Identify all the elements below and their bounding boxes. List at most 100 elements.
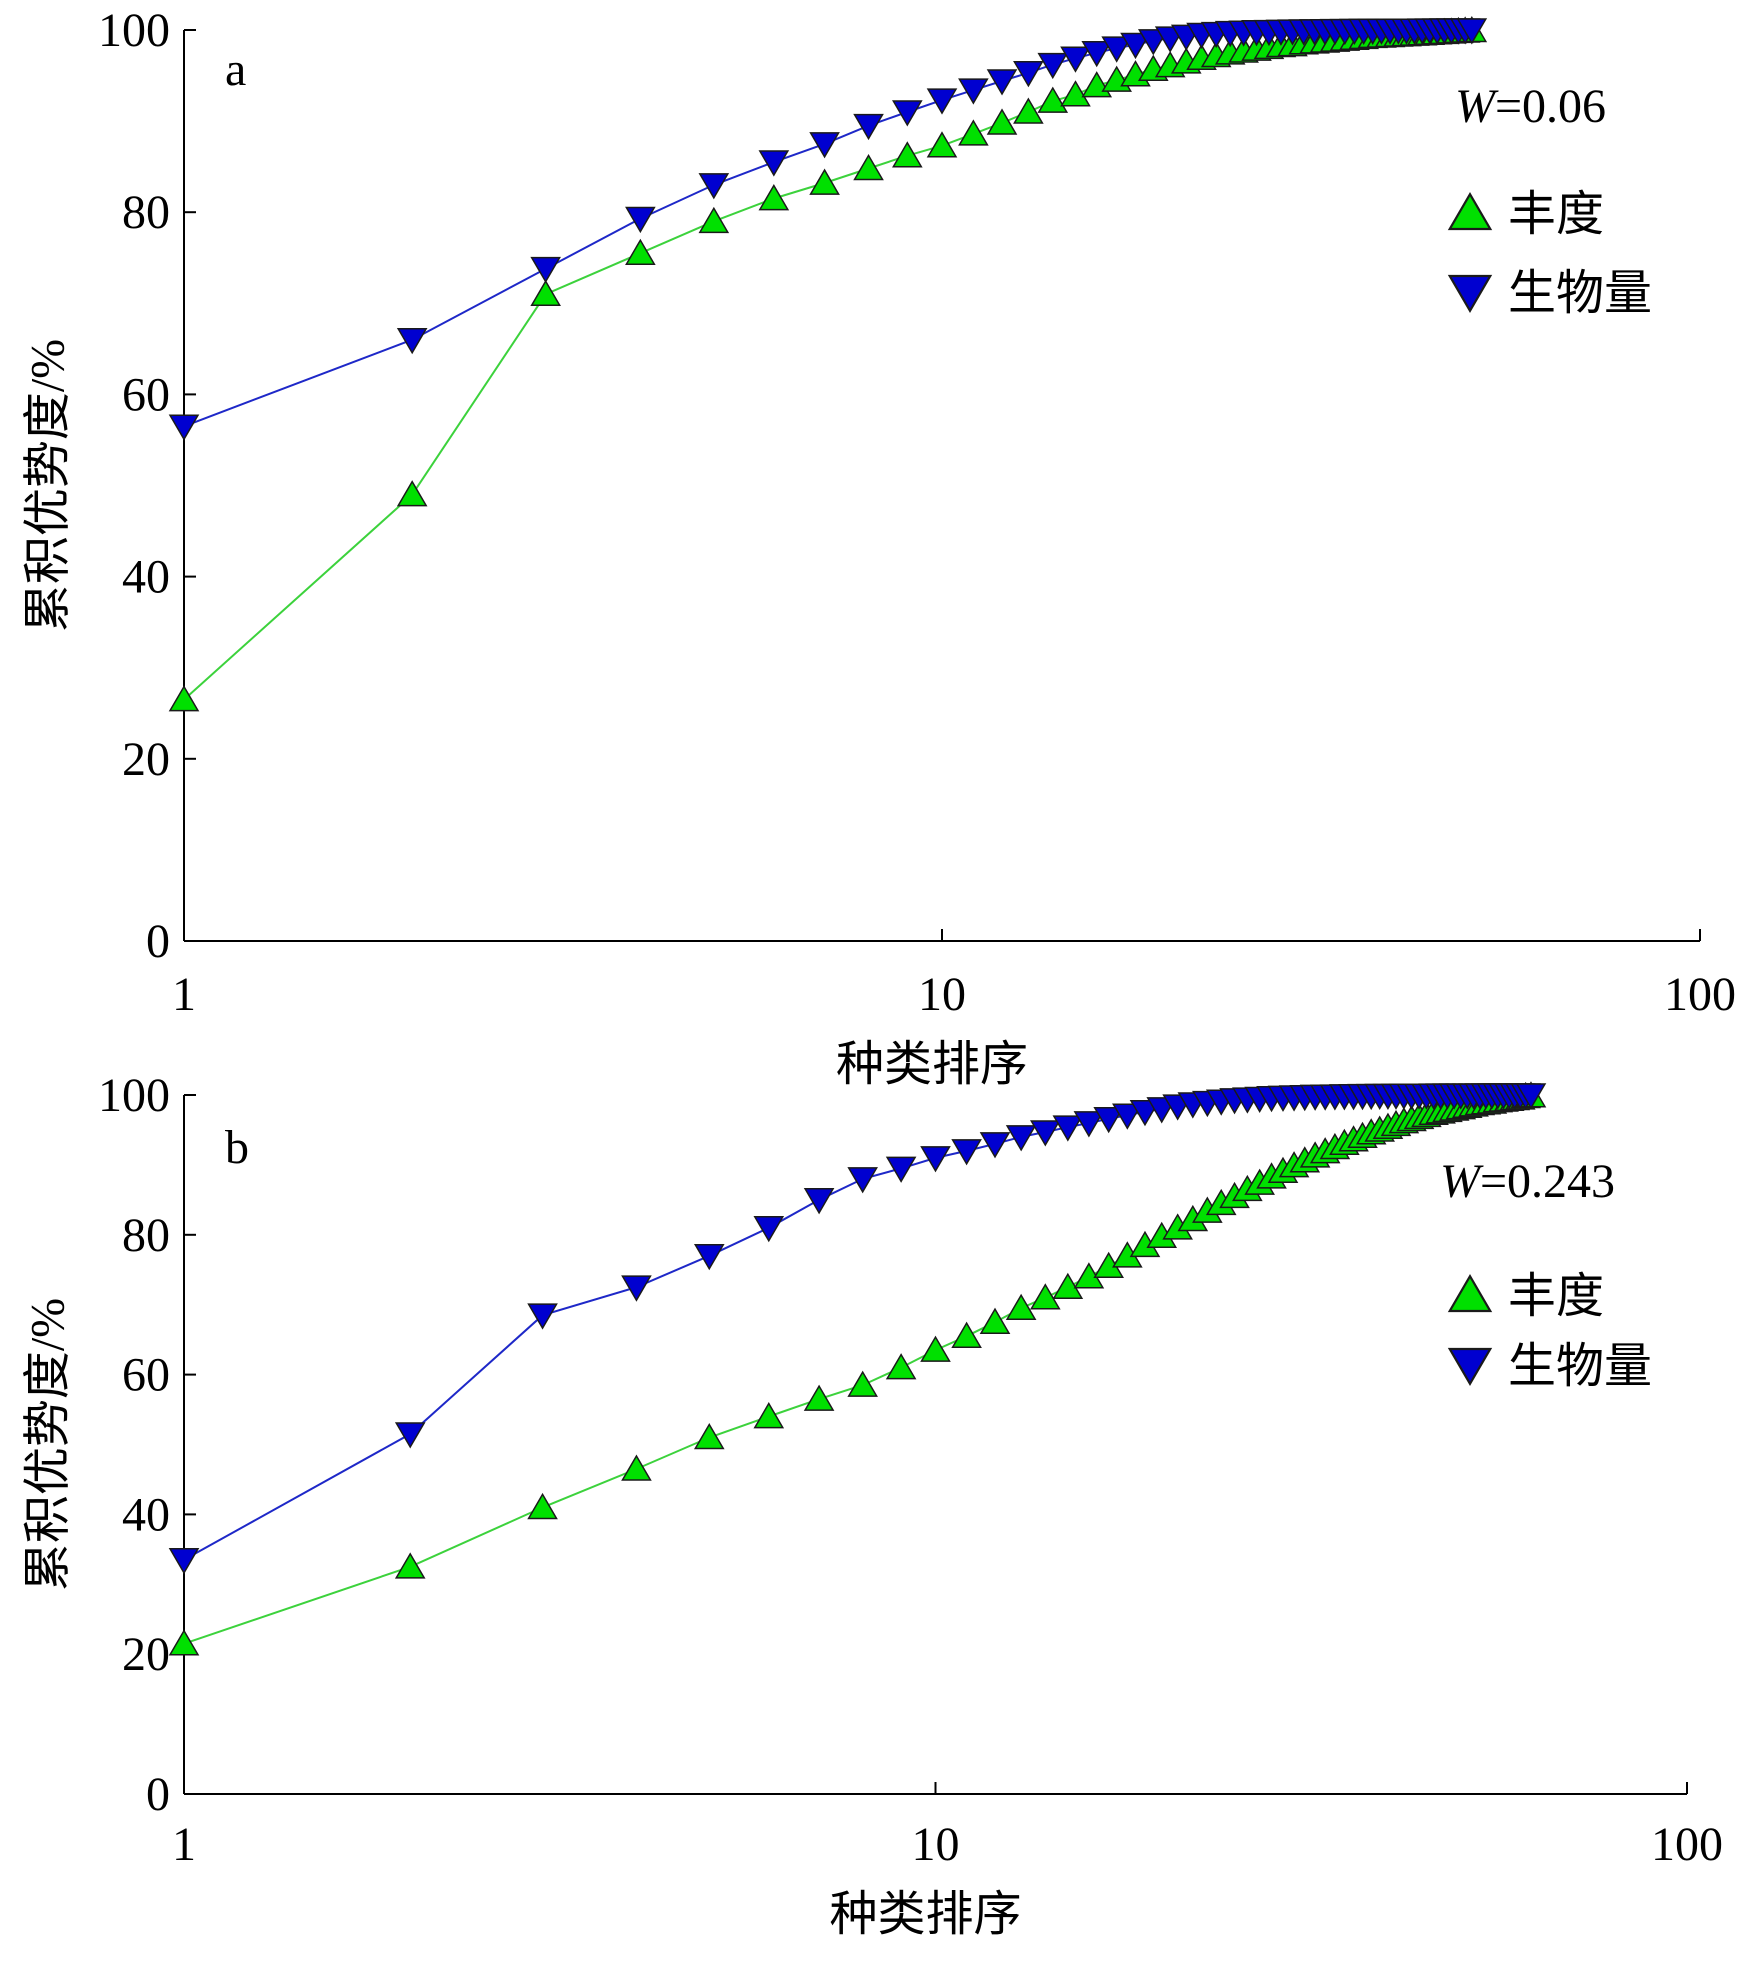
x-tick-label: 100 [1651,1818,1723,1871]
series-line [183,29,1472,428]
data-point [892,141,923,168]
data-point [926,131,958,158]
data-point [530,256,561,284]
data-point [1037,52,1069,80]
x-tick-label: 10 [918,968,966,1021]
x-tick-label: 10 [912,1818,960,1871]
data-point [168,685,200,712]
data-point [1037,86,1069,113]
legend-label: 生物量 [1508,1340,1652,1393]
data-point [920,1146,951,1173]
w-value: =0.243 [1480,1155,1615,1208]
data-point [1456,18,1488,45]
legend-marker [1447,1273,1493,1313]
data-point [1112,1103,1143,1130]
data-point [986,69,1018,96]
data-point [1030,1120,1061,1147]
data-point [1013,61,1044,88]
data-point [986,108,1018,135]
y-tick-label: 40 [122,551,170,604]
data-point [803,1384,835,1411]
data-point [625,206,656,234]
data-point [396,327,428,355]
data-point [1052,1115,1084,1142]
series-abundance [168,15,1488,712]
data-point [892,100,923,127]
y-tick-label: 60 [122,1349,170,1402]
series-biomass [168,18,1488,441]
y-tick-label: 20 [122,733,170,786]
data-point [1101,36,1132,63]
data-point [1030,1283,1061,1310]
data-point [394,1552,426,1579]
w-value: =0.06 [1495,80,1606,133]
data-point [958,78,989,105]
y-tick-label: 40 [122,1488,170,1541]
y-tick-label: 100 [98,4,170,57]
data-point [926,88,958,115]
data-point [979,1307,1011,1334]
data-point [809,132,840,159]
legend-marker [1447,191,1493,231]
w-statistic-label: W=0.06 [1455,80,1606,133]
data-point [698,173,730,200]
data-point [951,1321,982,1348]
data-point [168,414,200,441]
data-point [1073,1111,1105,1138]
data-point [1120,32,1151,60]
data-point [527,1492,558,1520]
data-point [1515,1083,1547,1110]
data-point [1005,1125,1037,1152]
data-point [527,1303,558,1330]
data-point [885,1353,917,1380]
y-tick-label: 100 [98,1069,170,1122]
data-point [1060,46,1091,73]
legend-label: 丰度 [1508,188,1604,241]
x-axis-label: 种类排序 [829,1888,1021,1941]
data-point [920,1335,951,1362]
series-line [183,1094,1531,1561]
data-point [758,150,790,177]
data-point [809,168,840,195]
data-point [530,279,561,306]
data-point [853,153,884,181]
panel-label: b [225,1121,249,1174]
chart-panel-a: 0 20 40 60 80 100 1 10 100 种类排序 累积优势度/% a W=0.06 丰度生物… [22,4,1737,1091]
x-tick-label: 100 [1664,968,1736,1021]
y-tick-label: 60 [122,368,170,421]
data-point [853,113,884,141]
data-point [1005,1293,1037,1320]
chart-panel-b: 0 20 40 60 80 100 1 10 100 种类排序 累积优势度/% b W=0.243 丰度生… [22,1069,1724,1941]
x-axis-label: 种类排序 [836,1038,1028,1091]
legend-label: 丰度 [1508,1270,1604,1323]
y-tick-label: 80 [122,1209,170,1262]
data-point [951,1139,982,1166]
y-tick-label: 80 [122,186,170,239]
data-point [885,1156,917,1183]
data-point [979,1132,1011,1159]
y-axis-label: 累积优势度/% [22,339,75,632]
y-axis-label: 累积优势度/% [22,1298,75,1591]
data-point [168,1548,200,1575]
data-point [625,238,656,265]
data-point [1137,29,1169,56]
data-point [1060,80,1091,107]
y-tick-label: 0 [146,1768,170,1821]
legend-marker [1447,1347,1493,1387]
data-point [803,1188,835,1215]
data-point [621,1275,652,1302]
data-point [753,1216,785,1243]
legend-marker [1447,274,1493,314]
y-tick-label: 20 [122,1628,170,1681]
data-point [1052,1272,1084,1300]
w-statistic-label: W=0.243 [1440,1155,1615,1208]
data-point [758,184,790,211]
data-point [168,1629,200,1656]
data-point [621,1454,652,1481]
x-tick-label: 1 [172,1818,196,1871]
data-point [396,480,428,507]
data-point [1093,1106,1124,1134]
series-line [183,29,1472,701]
data-point [847,1370,878,1397]
